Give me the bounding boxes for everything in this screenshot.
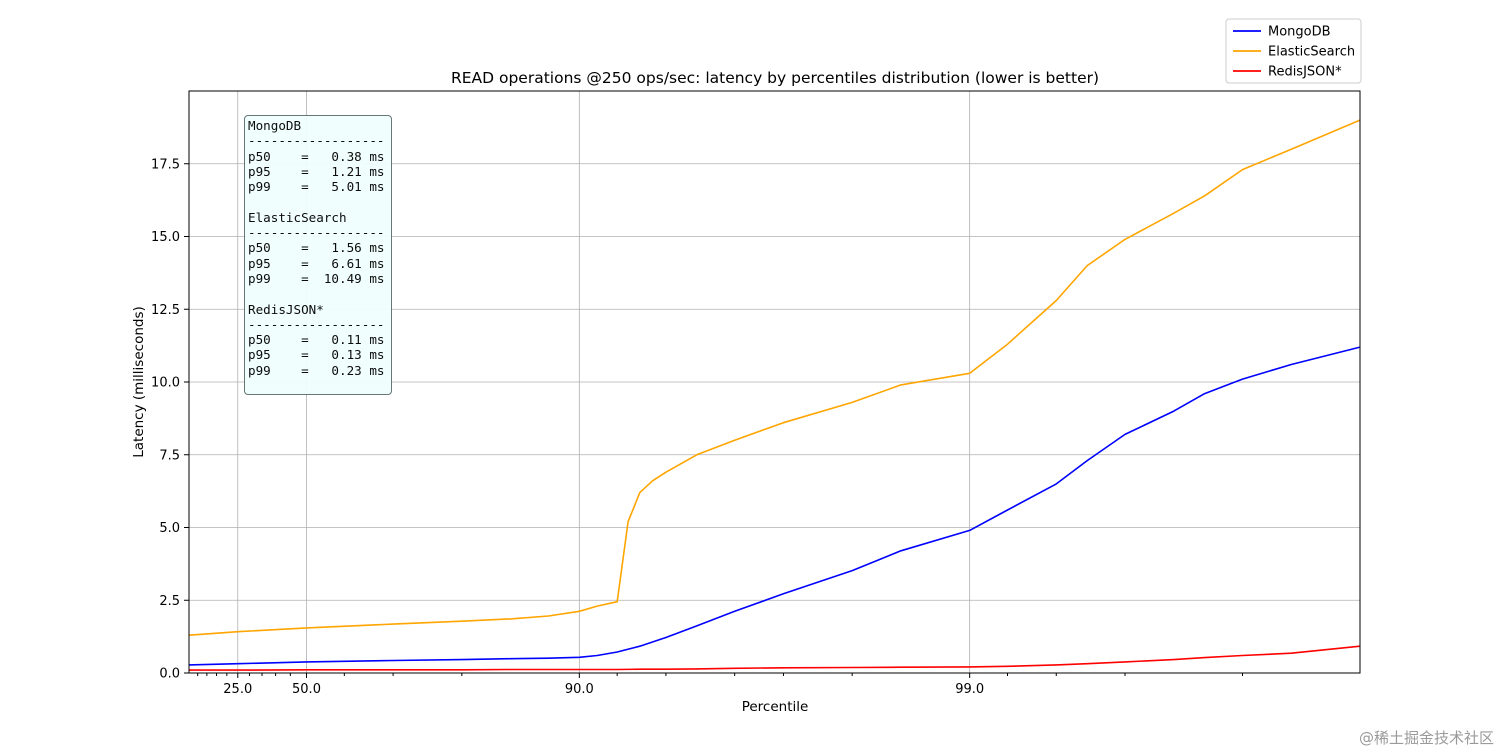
series-line-redisjson: [189, 645, 1361, 671]
y-tick-label: 15.0: [151, 230, 180, 245]
y-tick-label: 7.5: [159, 448, 180, 463]
series-line-elasticsearch: [188, 119, 1361, 636]
x-tick-label: 25.0: [223, 682, 252, 697]
x-tick-label: 99.0: [955, 682, 984, 697]
legend-label: RedisJSON*: [1268, 65, 1342, 80]
legend: MongoDB ElasticSearch RedisJSON*: [1225, 18, 1362, 84]
percentile-stats-box: MongoDB ------------------ p50 = 0.38 ms…: [244, 115, 392, 395]
y-axis-ticks: 0.0 2.5 5.0 7.5 10.0 12.5 15.0 17.5: [151, 157, 189, 682]
x-tick-label: 50.0: [292, 682, 321, 697]
legend-label: ElasticSearch: [1268, 45, 1355, 60]
legend-frame: [1225, 18, 1362, 84]
y-tick-label: 5.0: [159, 521, 180, 536]
legend-label: MongoDB: [1268, 25, 1331, 40]
y-tick-label: 12.5: [151, 303, 180, 318]
y-axis-label: Latency (milliseconds): [131, 306, 147, 458]
watermark: @稀土掘金技术社区: [1358, 729, 1494, 747]
y-tick-label: 2.5: [159, 594, 180, 609]
x-axis-label: Percentile: [742, 699, 809, 715]
y-tick-label: 0.0: [159, 667, 180, 682]
series-lines: [188, 119, 1361, 671]
percentile-stats-text: MongoDB ------------------ p50 = 0.38 ms…: [248, 118, 385, 378]
x-axis-ticks: 25.0 50.0 90.0 99.0: [197, 673, 1243, 697]
y-tick-label: 10.0: [151, 376, 180, 391]
x-tick-label: 90.0: [565, 682, 594, 697]
y-tick-label: 17.5: [151, 157, 180, 172]
chart-title: READ operations @250 ops/sec: latency by…: [451, 69, 1099, 87]
series-line-mongodb: [188, 346, 1361, 666]
